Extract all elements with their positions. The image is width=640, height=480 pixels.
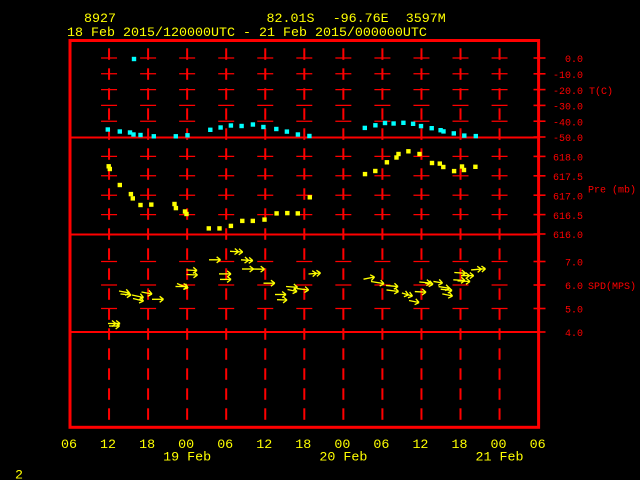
svg-text:-96.76E: -96.76E xyxy=(333,12,389,27)
svg-text:-10.0: -10.0 xyxy=(553,71,583,82)
svg-text:00: 00 xyxy=(334,438,350,453)
svg-text:617.5: 617.5 xyxy=(553,173,583,184)
svg-text:18: 18 xyxy=(452,438,468,453)
svg-text:06: 06 xyxy=(530,438,546,453)
svg-text:616.5: 616.5 xyxy=(553,212,583,223)
svg-text:-50.0: -50.0 xyxy=(553,134,583,145)
svg-text:7.0: 7.0 xyxy=(565,259,583,270)
svg-text:21 Feb: 21 Feb xyxy=(476,451,524,466)
svg-text:SPD(MPS): SPD(MPS) xyxy=(588,281,636,293)
svg-text:06: 06 xyxy=(61,438,77,453)
svg-text:00: 00 xyxy=(178,438,194,453)
svg-text:82.01S: 82.01S xyxy=(267,12,315,27)
svg-text:20 Feb: 20 Feb xyxy=(319,451,367,466)
svg-text:3597M: 3597M xyxy=(406,12,446,27)
svg-text:12: 12 xyxy=(412,438,428,453)
svg-text:12: 12 xyxy=(100,438,116,453)
svg-text:T(C): T(C) xyxy=(589,86,613,98)
svg-text:8927: 8927 xyxy=(84,12,116,27)
svg-text:18 Feb 2015/120000UTC - 21 Feb: 18 Feb 2015/120000UTC - 21 Feb 2015/0000… xyxy=(67,26,427,41)
svg-text:06: 06 xyxy=(217,438,233,453)
svg-text:-20.0: -20.0 xyxy=(553,87,583,98)
svg-text:-40.0: -40.0 xyxy=(553,118,583,129)
svg-text:6.0: 6.0 xyxy=(565,282,583,293)
svg-text:00: 00 xyxy=(491,438,507,453)
svg-text:616.0: 616.0 xyxy=(553,231,583,242)
svg-text:4.0: 4.0 xyxy=(565,329,583,340)
svg-text:Pre (mb): Pre (mb) xyxy=(588,185,636,197)
svg-text:12: 12 xyxy=(256,438,272,453)
svg-text:2: 2 xyxy=(15,469,23,480)
svg-text:18: 18 xyxy=(139,438,155,453)
svg-text:18: 18 xyxy=(295,438,311,453)
svg-text:06: 06 xyxy=(373,438,389,453)
svg-text:0.0: 0.0 xyxy=(565,55,583,66)
svg-text:-30.0: -30.0 xyxy=(553,103,583,114)
svg-text:5.0: 5.0 xyxy=(565,306,583,317)
svg-text:617.0: 617.0 xyxy=(553,192,583,203)
svg-text:19 Feb: 19 Feb xyxy=(163,451,211,466)
svg-text:618.0: 618.0 xyxy=(553,154,583,165)
